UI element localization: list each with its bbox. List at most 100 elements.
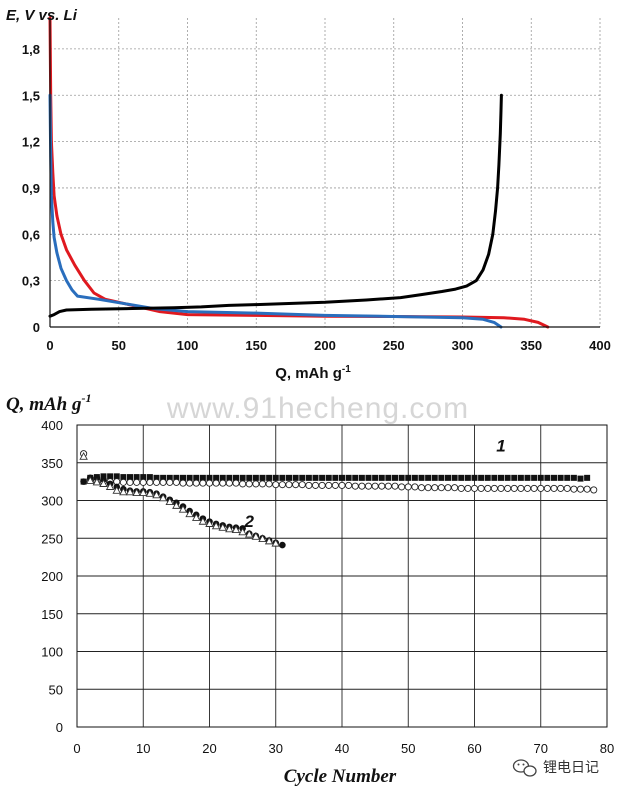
data-point-open-circle [305, 481, 313, 489]
data-point-square [478, 474, 485, 481]
data-point-open-circle [258, 480, 267, 488]
data-point-square [385, 474, 392, 481]
capacity-x-tick-label: 0 [73, 741, 80, 756]
capacity-y-tick-label: 300 [41, 494, 63, 509]
data-point-open-circle [411, 483, 419, 491]
capacity-series-open-triangle [79, 451, 281, 547]
data-point-square [445, 474, 451, 481]
data-point-open-circle [444, 484, 452, 492]
data-point-open-triangle [244, 529, 254, 538]
data-point-square [166, 474, 173, 481]
data-point-square [438, 474, 445, 481]
capacity-annotations: 12 [244, 436, 506, 531]
capacity-y-tick-label: 250 [41, 531, 63, 546]
data-point-square [146, 474, 153, 481]
voltage-series-line-3 [48, 93, 503, 318]
data-point-square [339, 474, 345, 481]
capacity-x-tick-label: 70 [534, 741, 548, 756]
data-point-open-circle [159, 478, 167, 486]
data-point-open-triangle [138, 488, 148, 496]
data-point-square [186, 474, 193, 481]
voltage-x-tick-label: 350 [520, 338, 542, 353]
data-point-open-circle [576, 485, 585, 493]
data-point-open-circle [557, 484, 565, 492]
data-point-open-circle [133, 478, 141, 486]
data-point-open-circle [424, 484, 432, 492]
data-point-square [504, 474, 511, 481]
data-point-square [266, 474, 273, 481]
data-point-open-triangle [92, 477, 102, 486]
data-point-open-circle [364, 482, 373, 490]
data-point-square [239, 474, 246, 481]
data-point-open-circle [563, 484, 571, 492]
data-point-square [319, 474, 326, 481]
data-point-open-circle [298, 481, 306, 489]
data-point-open-circle [272, 481, 280, 489]
data-point-square [544, 474, 551, 481]
voltage-x-tick-label: 300 [452, 338, 474, 353]
capacity-x-tick-label: 30 [269, 741, 283, 756]
watermark: www.91hecheng.com [166, 392, 469, 425]
data-point-open-triangle [185, 509, 194, 518]
data-point-open-circle [219, 479, 227, 487]
data-point-open-triangle [205, 519, 214, 527]
data-point-square [491, 474, 498, 481]
data-point-square [451, 474, 458, 481]
capacity-x-label: Cycle Number [284, 766, 397, 787]
data-point-open-circle [265, 480, 273, 488]
data-point-open-circle [431, 484, 439, 492]
data-point-open-circle [119, 478, 127, 486]
data-point-square [570, 474, 577, 481]
voltage-series-line-2 [48, 93, 503, 329]
data-point-open-triangle [105, 482, 115, 490]
data-point-open-triangle [172, 501, 181, 509]
capacity-y-tick-label: 400 [41, 418, 63, 433]
data-point-open-circle [510, 484, 518, 492]
voltage-x-label-main: Q, mAh g [275, 365, 342, 382]
data-point-open-circle [232, 479, 240, 487]
data-point-square [431, 474, 438, 481]
data-point-open-circle [417, 484, 426, 492]
capacity-series-filled-square [80, 473, 591, 485]
data-point-open-circle [404, 483, 412, 491]
data-point-square [279, 474, 286, 481]
data-point-open-circle [457, 484, 465, 492]
data-point-open-circle [391, 482, 399, 490]
voltage-x-ticks: 0 50 100 150 200 250 300 350 400 [46, 338, 610, 353]
data-point-open-circle [146, 478, 154, 486]
voltage-x-tick-label: 50 [112, 338, 126, 353]
data-point-open-circle [504, 484, 512, 492]
data-point-square [557, 474, 564, 481]
data-point-open-circle [358, 482, 366, 490]
voltage-x-tick-label: 100 [177, 338, 199, 353]
data-point-filled-circle [80, 478, 87, 485]
data-point-open-triangle [231, 525, 241, 533]
data-point-open-triangle [178, 504, 188, 513]
capacity-y-tick-label: 0 [56, 720, 63, 735]
data-point-square [524, 474, 531, 481]
voltage-series [48, 16, 550, 329]
voltage-y-label: E, V vs. Li [6, 7, 78, 24]
data-point-open-circle [490, 484, 498, 492]
data-point-open-circle [384, 482, 392, 490]
data-point-square [332, 474, 339, 481]
voltage-y-tick-label: 0,6 [22, 227, 40, 242]
data-point-open-circle [371, 482, 379, 490]
voltage-chart: 0 50 100 150 200 250 300 350 400 0 0,3 0,6 0,9 1,2 1,… [6, 7, 611, 382]
data-point-square [564, 474, 571, 481]
data-point-square [517, 474, 524, 481]
capacity-y-label: Q, mAh g-1 [6, 391, 92, 415]
data-point-open-circle [530, 484, 538, 492]
voltage-x-label-sup: -1 [342, 364, 351, 375]
data-point-square [471, 474, 478, 481]
data-point-square [577, 475, 584, 482]
data-point-square [531, 474, 538, 481]
voltage-y-tick-label: 0,9 [22, 181, 40, 196]
data-point-square [160, 474, 167, 481]
capacity-y-ticks: 0 50 100 150 200 250 300 350 400 [41, 418, 63, 735]
voltage-y-tick-label: 0,3 [22, 274, 40, 289]
data-point-square [286, 474, 292, 481]
data-point-open-triangle [119, 487, 128, 496]
data-point-open-circle [278, 481, 286, 489]
logo: 锂电日记 [512, 759, 599, 777]
